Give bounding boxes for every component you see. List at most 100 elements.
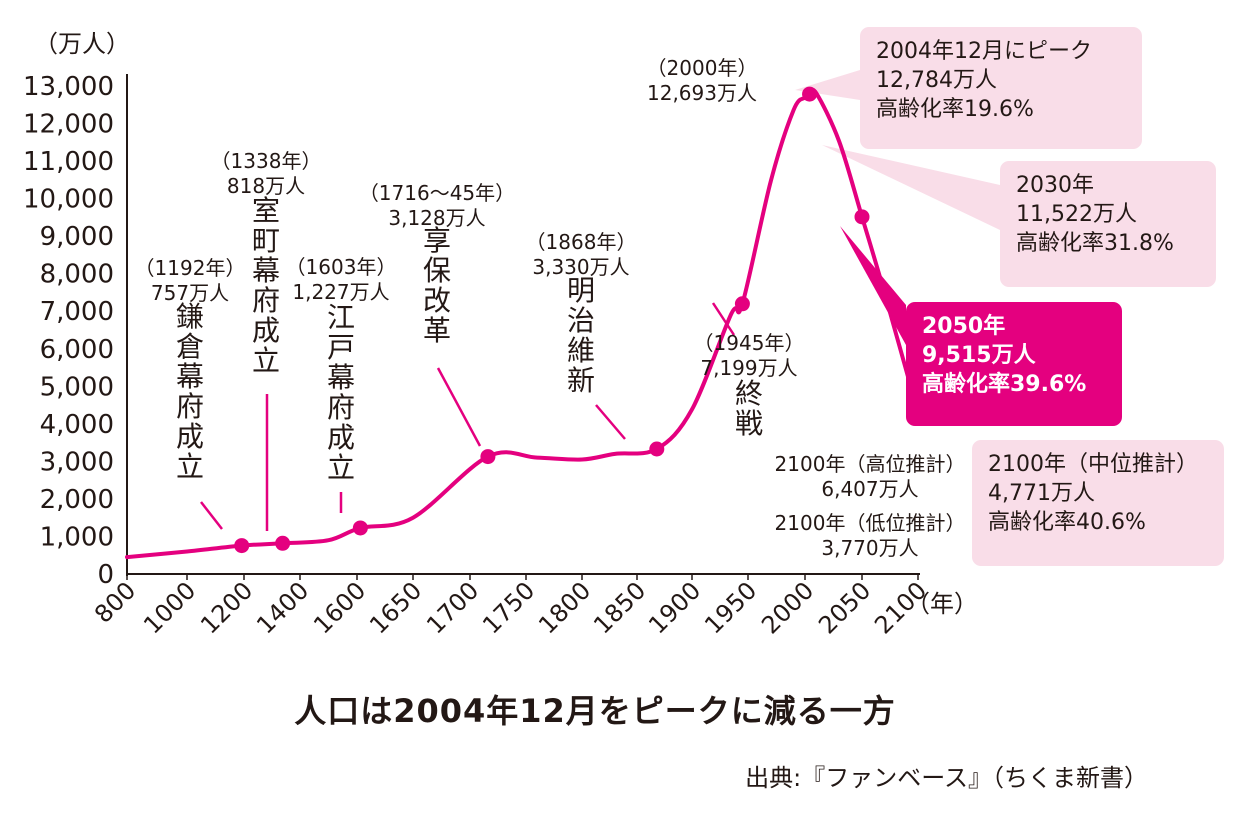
x-tick-label: 1750 — [477, 576, 540, 639]
leader-line — [200, 501, 223, 530]
event-label-char: 治 — [567, 304, 595, 337]
event-label-char: 立 — [252, 344, 280, 377]
event-label-char: 府 — [176, 390, 204, 423]
y-tick-label: 7,000 — [40, 297, 114, 327]
callout-2100-mid-projection: 2100年（中位推計） 4,771万人 高齢化率40.6% — [972, 440, 1224, 566]
data-marker — [802, 86, 818, 102]
event-label-char: 町 — [252, 224, 280, 257]
x-tick-label: 1800 — [533, 576, 596, 639]
event-label-char: 成 — [176, 420, 204, 453]
leader-line — [436, 367, 482, 447]
x-tick-label: 1700 — [421, 576, 484, 639]
event-label-char: 鎌 — [176, 300, 204, 333]
callout-peak-2004: 2004年12月にピーク 12,784万人 高齢化率19.6% — [860, 27, 1142, 149]
y-tick-label: 6,000 — [40, 335, 114, 365]
callout-2030: 2030年 11,522万人 高齢化率31.8% — [1000, 161, 1216, 287]
event-label-char: 成 — [252, 314, 280, 347]
event-label-char: 室 — [252, 194, 280, 227]
annotation-text: （1945年） — [694, 331, 805, 355]
annotation-text: 3,770万人 — [821, 536, 918, 560]
x-tick-label: 1600 — [308, 576, 371, 639]
annotation-text: （2000年） — [647, 56, 758, 80]
event-label-char: 維 — [567, 334, 595, 367]
y-tick-label: 1,000 — [40, 522, 114, 552]
y-tick-label: 2,000 — [40, 485, 114, 515]
y-tick-label: 13,000 — [23, 72, 114, 102]
event-label-char: 新 — [567, 364, 595, 397]
y-tick-label: 12,000 — [23, 110, 114, 140]
data-marker — [352, 520, 368, 536]
annotations: （1192年）757万人鎌倉幕府成立（1338年）818万人室町幕府成立（160… — [135, 56, 966, 560]
annotation-text: （1338年） — [211, 149, 322, 173]
y-tick-label: 11,000 — [23, 147, 114, 177]
x-tick-labels: 8001000120014001600165017001750180018501… — [89, 576, 932, 639]
x-tick-label: 1850 — [588, 576, 651, 639]
chart-caption: 人口は2004年12月をピークに減る一方 — [294, 692, 896, 730]
event-label-char: 戦 — [735, 407, 763, 440]
event-label-char: 倉 — [176, 330, 204, 363]
annotation-text: 3,128万人 — [388, 206, 485, 230]
data-marker — [854, 209, 870, 225]
data-markers — [234, 86, 870, 554]
y-tick-label: 10,000 — [23, 185, 114, 215]
x-axis-unit-label: （年） — [906, 590, 978, 618]
y-tick-label: 4,000 — [40, 410, 114, 440]
annotation-text: 1,227万人 — [292, 280, 389, 304]
annotation-text: 757万人 — [151, 281, 229, 305]
y-tick-labels: 0 1,000 2,000 3,000 4,000 5,000 6,000 7,000 8,00… — [23, 72, 114, 590]
callout-2050: 2050年 9,515万人 高齢化率39.6% — [906, 302, 1122, 426]
x-tick-label: 1200 — [195, 576, 258, 639]
x-tick-label: 2050 — [813, 576, 876, 639]
event-label-char: 立 — [327, 451, 355, 484]
data-marker — [275, 535, 291, 551]
event-label-char: 保 — [423, 254, 451, 287]
data-marker — [480, 449, 496, 465]
event-label-char: 江 — [327, 301, 355, 334]
data-marker — [234, 538, 250, 554]
y-tick-label: 3,000 — [40, 447, 114, 477]
source-citation: 出典:『ファンベース』（ちくま新書） — [745, 764, 1148, 792]
data-marker — [649, 441, 665, 457]
annotation-text: 7,199万人 — [700, 356, 797, 380]
event-label-char: 終 — [735, 377, 763, 410]
y-tick-label: 9,000 — [40, 222, 114, 252]
data-marker — [734, 296, 750, 312]
event-label-char: 幕 — [252, 254, 280, 287]
population-series-line — [125, 87, 920, 560]
annotation-text: 818万人 — [227, 174, 305, 198]
x-tick-label: 1950 — [699, 576, 762, 639]
annotation-text: 2100年（高位推計） — [775, 452, 966, 476]
event-label-char: 明 — [567, 274, 595, 307]
y-tick-label: 8,000 — [40, 260, 114, 290]
event-label-char: 革 — [423, 314, 451, 347]
event-label-char: 幕 — [327, 361, 355, 394]
event-label-char: 幕 — [176, 360, 204, 393]
annotation-text: 3,330万人 — [532, 255, 629, 279]
annotation-text: 2100年（低位推計） — [775, 511, 966, 535]
event-label-char: 改 — [423, 284, 451, 317]
event-label-char: 府 — [327, 391, 355, 424]
event-label-char: 戸 — [327, 331, 355, 364]
x-tick-label: 1000 — [138, 576, 201, 639]
x-tick-label: 2000 — [756, 576, 819, 639]
chart-axes — [126, 74, 920, 580]
event-label-char: 立 — [176, 450, 204, 483]
annotation-text: （1192年） — [135, 256, 246, 280]
x-tick-label: 1650 — [364, 576, 427, 639]
annotation-text: 12,693万人 — [647, 81, 757, 105]
annotation-text: （1868年） — [526, 230, 637, 254]
annotation-text: （1716～45年） — [359, 181, 515, 205]
event-label-char: 府 — [252, 284, 280, 317]
y-axis-unit-label: （万人） — [34, 30, 130, 58]
annotation-text: 6,407万人 — [821, 477, 918, 501]
x-tick-label: 1900 — [643, 576, 706, 639]
annotation-text: （1603年） — [286, 255, 397, 279]
y-tick-label: 5,000 — [40, 372, 114, 402]
leader-line — [595, 404, 626, 440]
callout-pointer-2030 — [822, 145, 1000, 230]
leader-line — [711, 302, 736, 336]
event-label-char: 成 — [327, 421, 355, 454]
y-tick-label: 0 — [97, 560, 114, 590]
event-label-char: 享 — [423, 224, 451, 257]
